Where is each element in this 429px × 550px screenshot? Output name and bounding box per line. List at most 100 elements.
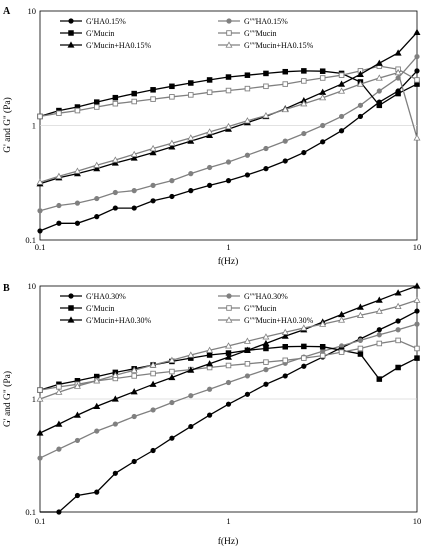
data-point-a-0-12 [263, 166, 269, 172]
legend-label-a-4: GʹMucin+HA0.15% [86, 41, 151, 50]
data-point-b-5-20 [413, 296, 421, 303]
legend-label-b-0: GʹHA0.30% [86, 292, 126, 301]
legend-label-b-5: GʺʺMucin+HA0.30% [244, 316, 314, 325]
data-point-b-1-7 [169, 399, 175, 406]
legend-label-b-3: GʺʺMucin [244, 304, 277, 313]
data-point-a-5-14 [300, 100, 308, 107]
y-tick-label-a-1: 1 [32, 121, 36, 131]
data-point-a-5-7 [168, 139, 176, 146]
data-point-b-3-18 [376, 340, 383, 347]
data-point-a-3-12 [263, 83, 269, 90]
data-point-a-0-14 [301, 149, 307, 156]
data-point-a-2-7 [169, 83, 175, 90]
data-point-a-4-8 [187, 137, 195, 144]
data-point-a-5-17 [356, 80, 364, 87]
series-layer-a [36, 28, 421, 234]
data-point-a-3-8 [188, 92, 194, 98]
legend-marker-b-0 [68, 293, 74, 299]
data-point-b-5-19 [394, 302, 402, 310]
data-point-a-3-6 [150, 96, 156, 102]
data-point-b-1-4 [112, 421, 118, 427]
data-point-a-5-12 [262, 111, 270, 119]
legend-a: GʹHA0.15% GʺʺHA0.15% GʹMucin GʺʺMucin GʹMuci… [60, 17, 314, 50]
data-point-b-2-18 [376, 376, 383, 382]
data-point-b-1-18 [376, 332, 382, 338]
data-point-b-3-14 [301, 355, 307, 361]
data-point-b-3-7 [169, 368, 175, 375]
data-point-b-0-12 [263, 381, 269, 387]
data-point-a-3-15 [319, 75, 326, 81]
chart-panel-a: A G' and G'' (Pa) f(Hz) 0.1 1 10 0.1 1 1… [2, 6, 421, 267]
legend-marker-b-1 [226, 293, 232, 299]
data-point-a-2-5 [131, 90, 137, 97]
data-point-a-2-6 [150, 87, 156, 93]
data-point-a-5-0 [36, 178, 44, 185]
x-tick-label-a-1: 1 [226, 242, 230, 252]
legend-marker-b-3 [226, 305, 232, 311]
data-point-a-1-11 [244, 152, 251, 158]
x-tick-label-b-2: 10 [413, 516, 422, 526]
data-point-a-2-12 [263, 70, 269, 77]
data-point-b-4-17 [356, 303, 364, 310]
data-point-a-0-9 [207, 182, 213, 188]
data-point-b-5-18 [375, 307, 383, 314]
data-point-a-3-9 [206, 89, 213, 96]
data-point-a-5-6 [149, 144, 157, 152]
data-point-b-4-3 [93, 402, 101, 410]
data-point-a-0-13 [282, 158, 288, 164]
data-point-a-1-15 [320, 122, 326, 129]
data-point-b-3-11 [244, 361, 251, 367]
series-layer-b [36, 282, 421, 515]
data-point-b-0-13 [282, 373, 288, 379]
data-point-a-1-3 [94, 195, 100, 202]
data-point-a-1-17 [357, 102, 364, 108]
data-point-a-1-8 [188, 171, 194, 177]
data-point-a-1-20 [414, 53, 420, 60]
data-point-b-0-9 [207, 412, 213, 418]
data-point-a-3-14 [301, 78, 307, 84]
data-point-a-5-3 [93, 161, 101, 168]
data-point-a-5-10 [225, 122, 232, 130]
data-point-b-2-19 [395, 364, 401, 371]
data-point-a-1-18 [376, 88, 382, 94]
data-point-a-5-11 [243, 117, 251, 124]
data-point-b-2-20 [414, 355, 420, 361]
data-point-b-3-6 [150, 370, 156, 377]
data-point-b-5-7 [168, 356, 176, 363]
data-point-b-1-12 [263, 367, 269, 373]
legend-label-b-4: GʹMucin+HA0.30% [86, 316, 151, 325]
data-point-b-4-0 [36, 429, 44, 436]
data-point-b-2-12 [263, 345, 269, 352]
data-point-a-4-3 [93, 165, 101, 172]
data-point-b-5-11 [243, 337, 251, 344]
data-point-a-1-13 [282, 138, 288, 144]
data-point-b-5-15 [319, 320, 327, 327]
x-axis-label-b: f(Hz) [218, 536, 239, 547]
legend-marker-b-2 [68, 305, 74, 311]
data-point-a-4-4 [111, 159, 119, 166]
data-point-b-2-14 [301, 343, 307, 350]
data-point-a-5-20 [413, 134, 421, 141]
data-point-b-5-4 [111, 371, 119, 378]
data-point-b-3-0 [37, 387, 43, 393]
data-point-a-2-8 [188, 80, 194, 86]
panel-label-b: B [3, 283, 10, 294]
data-point-a-2-18 [376, 102, 383, 109]
data-point-a-2-13 [282, 68, 288, 75]
data-point-b-5-14 [300, 324, 308, 331]
legend-marker-a-2 [68, 30, 74, 36]
data-point-a-0-11 [244, 172, 251, 178]
legend-label-b-2: GʹMucin [86, 304, 114, 313]
panel-label-a: A [3, 6, 11, 17]
data-point-a-1-6 [150, 182, 156, 188]
data-point-b-5-17 [356, 311, 364, 318]
data-point-b-3-16 [338, 349, 345, 355]
data-point-a-1-2 [74, 200, 81, 206]
legend-marker-b-4 [67, 316, 75, 323]
data-point-b-4-19 [394, 289, 402, 296]
data-point-a-2-4 [112, 94, 119, 101]
data-point-b-4-2 [73, 411, 81, 418]
data-point-b-0-20 [414, 308, 420, 314]
data-point-b-0-10 [225, 401, 232, 407]
data-point-b-0-8 [188, 423, 194, 430]
